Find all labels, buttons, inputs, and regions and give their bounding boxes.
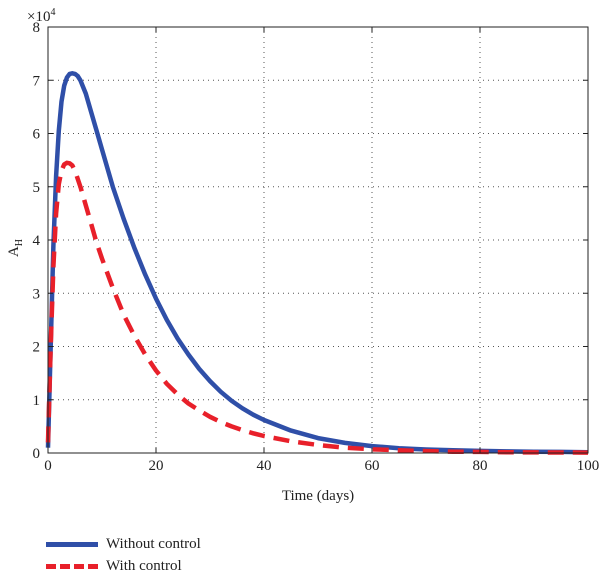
x-axis-label: Time (days): [282, 488, 354, 504]
legend-item-with-control: With control: [46, 555, 201, 577]
y-tick-label: 2: [33, 340, 41, 356]
y-tick-label: 3: [33, 286, 41, 302]
y-tick-label: 4: [33, 233, 41, 249]
legend-label-without-control: Without control: [106, 535, 201, 552]
y-tick-label: 6: [33, 127, 41, 143]
x-tick-label: 80: [473, 458, 488, 474]
y-tick-label: 7: [33, 73, 41, 89]
x-tick-label: 100: [577, 458, 600, 474]
x-tick-label: 20: [149, 458, 164, 474]
y-axis-label: AH: [6, 239, 25, 257]
y-tick-label: 0: [33, 446, 41, 462]
x-tick-label: 40: [257, 458, 272, 474]
series-line-with-control: [45, 160, 589, 455]
legend: Without control With control: [46, 533, 201, 577]
series-line-without-control: [45, 71, 589, 455]
legend-item-without-control: Without control: [46, 533, 201, 555]
x-tick-label: 60: [365, 458, 380, 474]
y-tick-label: 1: [33, 393, 41, 409]
series-layer: [45, 71, 589, 455]
legend-label-with-control: With control: [106, 557, 182, 574]
x-tick-label: 0: [44, 458, 52, 474]
legend-swatch-dashed: [46, 563, 98, 569]
grid-lines: [48, 27, 588, 453]
legend-swatch-solid: [46, 541, 98, 547]
tick-labels: 0 20 40 60 80 100 0 1 2 3 4 5 6 7 8: [33, 20, 600, 474]
y-axis-multiplier: ×104: [27, 7, 55, 25]
tick-marks: [47, 26, 589, 454]
y-tick-label: 8: [33, 20, 41, 36]
y-tick-label: 5: [33, 180, 41, 196]
